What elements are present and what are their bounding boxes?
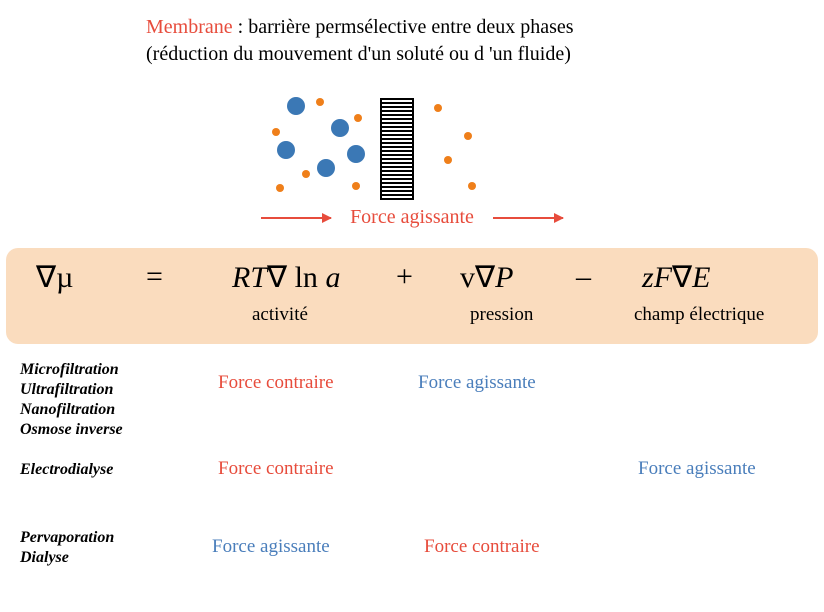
label-pressure: pression (470, 304, 533, 326)
force-contraire-label: Force contraire (218, 372, 334, 394)
eq-term3: zF∇E (642, 260, 710, 295)
label-activity: activité (252, 304, 308, 326)
eq-plus: + (396, 260, 413, 294)
big-dot (317, 159, 335, 177)
process-name: Ultrafiltration (20, 380, 123, 400)
big-dot (287, 97, 305, 115)
force-label: Force agissante (350, 206, 474, 228)
small-dot (272, 128, 280, 136)
header-text: Membrane : barrière permsélective entre … (146, 14, 706, 68)
label-field: champ électrique (634, 304, 764, 326)
equation-band: ∇µ = RT∇ ln a + v∇P – zF∇E activité pres… (6, 248, 818, 344)
membrane-bar (380, 98, 414, 200)
process-group: Electrodialyse (20, 460, 113, 480)
process-group: MicrofiltrationUltrafiltrationNanofiltra… (20, 360, 123, 440)
process-name: Osmose inverse (20, 420, 123, 440)
arrow-right (493, 217, 563, 219)
process-name: Microfiltration (20, 360, 123, 380)
header-line1-rest: : barrière permsélective entre deux phas… (233, 16, 574, 38)
small-dot (444, 156, 452, 164)
force-contraire-label: Force contraire (424, 536, 540, 558)
process-name: Pervaporation (20, 528, 114, 548)
membrane-word: Membrane (146, 16, 233, 38)
small-dot (302, 170, 310, 178)
force-contraire-label: Force contraire (218, 458, 334, 480)
small-dot (464, 132, 472, 140)
process-group: PervaporationDialyse (20, 528, 114, 568)
small-dot (352, 182, 360, 190)
header-line2: (réduction du mouvement d'un soluté ou d… (146, 43, 571, 65)
force-agissante-label: Force agissante (212, 536, 330, 558)
small-dot (434, 104, 442, 112)
big-dot (347, 145, 365, 163)
small-dot (316, 98, 324, 106)
eq-term2: v∇P (460, 260, 513, 295)
eq-equals: = (146, 260, 163, 294)
arrow-left (261, 217, 331, 219)
small-dot (354, 114, 362, 122)
eq-minus: – (576, 260, 591, 294)
force-agissante-label: Force agissante (418, 372, 536, 394)
process-name: Dialyse (20, 548, 114, 568)
force-arrow-row: Force agissante (0, 206, 824, 229)
big-dot (331, 119, 349, 137)
big-dot (277, 141, 295, 159)
small-dot (468, 182, 476, 190)
eq-term1: RT∇ ln a (232, 260, 340, 295)
small-dot (276, 184, 284, 192)
process-name: Nanofiltration (20, 400, 123, 420)
force-agissante-label: Force agissante (638, 458, 756, 480)
process-name: Electrodialyse (20, 460, 113, 480)
membrane-diagram: Force agissante (0, 88, 824, 228)
eq-grad-mu: ∇µ (36, 260, 73, 295)
